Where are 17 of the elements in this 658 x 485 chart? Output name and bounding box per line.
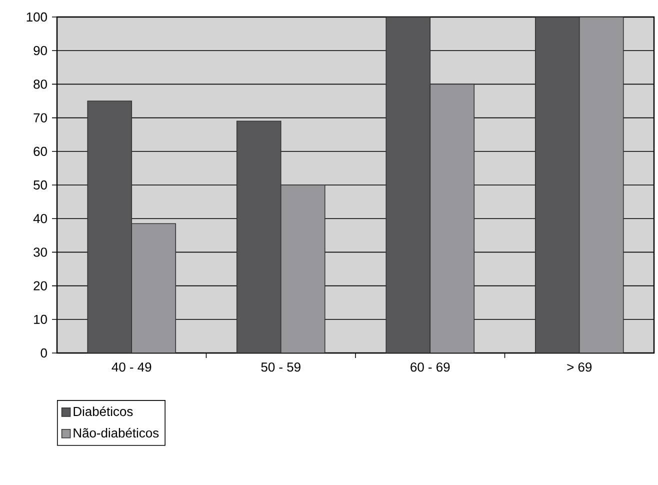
x-tick-label: 50 - 59 (261, 362, 300, 372)
y-tick-label: 50 (34, 180, 47, 190)
y-tick-label: 60 (34, 146, 47, 156)
x-tick-label: 40 - 49 (112, 362, 152, 372)
y-tick-label: 80 (34, 80, 47, 89)
legend-label: Não-diabéticos (74, 428, 159, 438)
y-tick-label: 40 (33, 214, 47, 224)
x-tick-label: > 69 (567, 362, 592, 372)
y-tick-label: 90 (34, 46, 47, 56)
y-tick-label: 100 (26, 12, 47, 22)
y-tick-label: 70 (34, 113, 47, 122)
y-tick-label: 30 (34, 248, 47, 257)
y-tick-label: 0 (40, 348, 47, 358)
y-tick-label: 10 (34, 314, 47, 324)
y-tick-label: 20 (34, 281, 47, 290)
x-tick-label: 60 - 69 (410, 362, 450, 372)
legend-label: Diabéticos (74, 406, 133, 416)
